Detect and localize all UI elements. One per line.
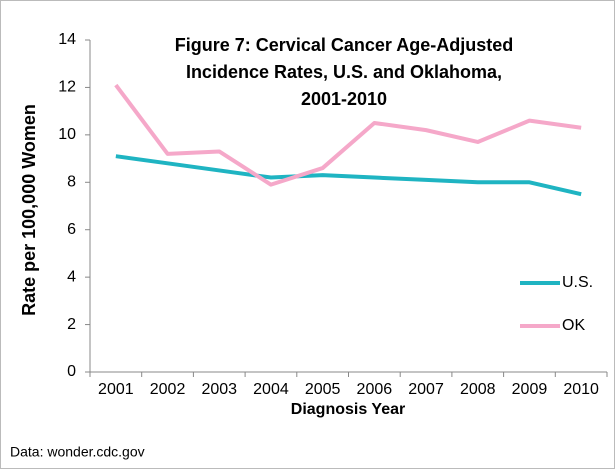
y-tick-label: 10 — [58, 126, 76, 143]
source-note: Data: wonder.cdc.gov — [10, 444, 145, 460]
x-axis-label: Diagnosis Year — [291, 401, 405, 418]
y-tick-label: 8 — [67, 174, 76, 191]
y-tick-label: 12 — [58, 79, 76, 96]
x-tick-label: 2002 — [150, 381, 186, 398]
x-tick-label: 2003 — [201, 381, 237, 398]
legend-label: U.S. — [562, 274, 593, 291]
series-line — [115, 154, 582, 197]
y-axis-label: Rate per 100,000 Women — [19, 104, 39, 316]
chart-title: 2001-2010 — [301, 89, 387, 109]
y-tick-label: 6 — [67, 221, 76, 238]
x-tick-label: 2005 — [305, 381, 341, 398]
chart-title: Figure 7: Cervical Cancer Age-Adjusted — [175, 35, 513, 55]
x-tick-label: 2010 — [563, 381, 599, 398]
legend-label: OK — [562, 317, 585, 334]
x-tick-label: 2007 — [408, 381, 444, 398]
y-tick-label: 4 — [67, 268, 76, 285]
y-tick-label: 14 — [58, 31, 76, 48]
chart-title: Incidence Rates, U.S. and Oklahoma, — [186, 62, 502, 82]
series-line — [114, 83, 582, 187]
x-tick-label: 2006 — [357, 381, 393, 398]
x-tick-label: 2009 — [512, 381, 548, 398]
x-tick-label: 2008 — [460, 381, 496, 398]
x-tick-label: 2004 — [253, 381, 289, 398]
x-tick-label: 2001 — [98, 381, 134, 398]
y-tick-label: 2 — [67, 316, 76, 333]
y-tick-label: 0 — [67, 363, 76, 380]
